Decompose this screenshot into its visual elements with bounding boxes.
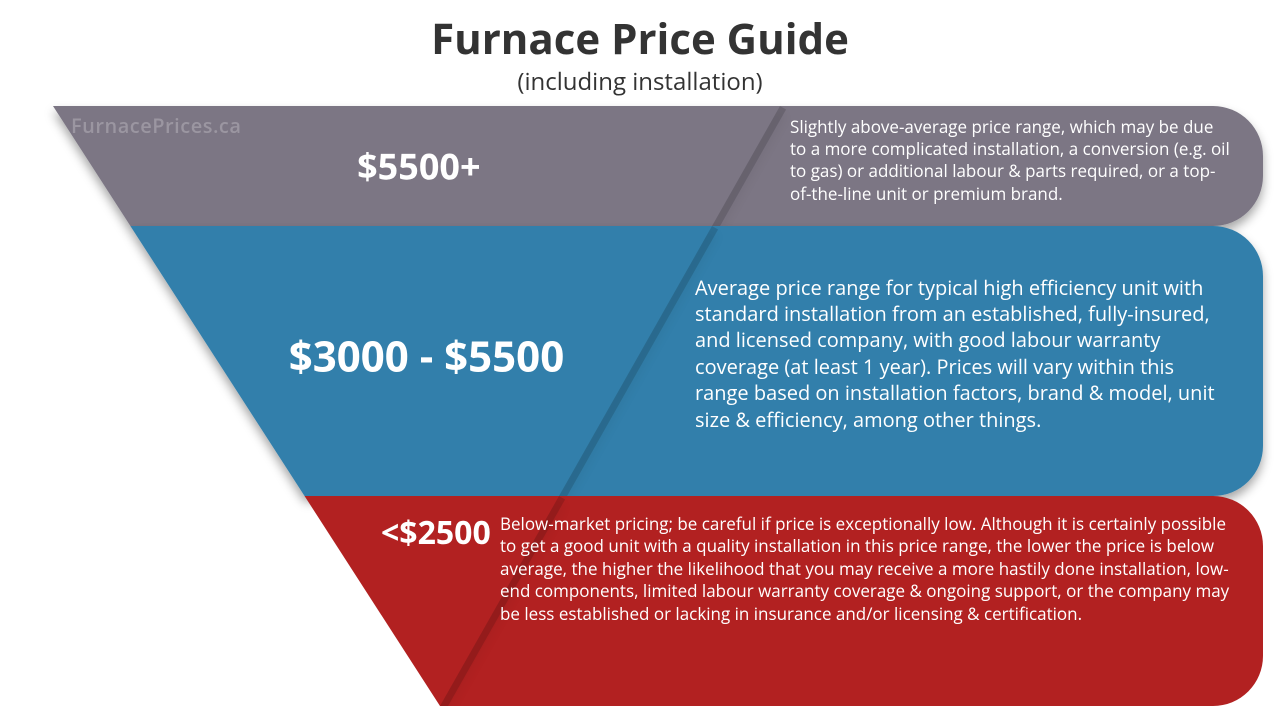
tier-price: $3000 - $5500 xyxy=(217,327,635,384)
header: Furnace Price Guide (including installat… xyxy=(0,0,1280,98)
page-subtitle: (including installation) xyxy=(0,65,1280,98)
funnel-tier: $5500+ Slightly above-average price range… xyxy=(0,106,1263,226)
funnel-tier: <$2500Below-market pricing; be careful i… xyxy=(0,496,1263,706)
tier-price: $5500+ xyxy=(92,142,746,191)
tier-description: Slightly above-average price range, whic… xyxy=(790,116,1230,206)
funnel-chart: $5500+ Slightly above-average price range… xyxy=(0,106,1280,726)
page-title: Furnace Price Guide xyxy=(0,10,1280,67)
tier-description: Average price range for typical high eff… xyxy=(695,275,1230,433)
watermark: FurnacePrices.ca xyxy=(71,112,241,139)
tier-price: <$2500 xyxy=(372,511,499,554)
funnel-tier: $3000 - $5500 Average price range for typ… xyxy=(0,226,1263,496)
tier-description: Below-market pricing; be careful if pric… xyxy=(500,513,1230,625)
